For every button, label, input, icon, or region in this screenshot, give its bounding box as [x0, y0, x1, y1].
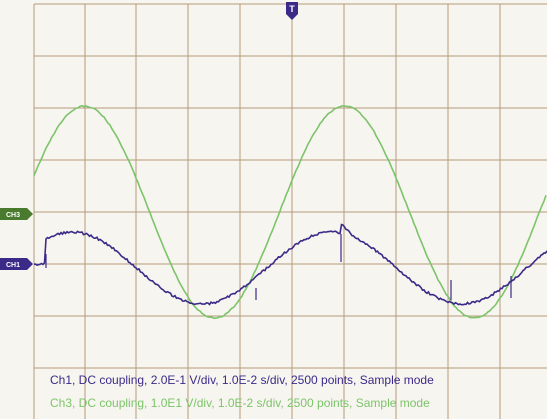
- trigger-marker[interactable]: T: [286, 2, 298, 20]
- ch3-marker[interactable]: CH3: [0, 208, 33, 220]
- ch3-marker-label: CH3: [6, 212, 20, 219]
- ch1-marker-label: CH1: [6, 262, 20, 269]
- channel-markers[interactable]: T CH3 CH1: [0, 2, 298, 270]
- ch3-settings-caption: Ch3, DC coupling, 1.0E1 V/div, 1.0E-2 s/…: [50, 396, 430, 410]
- ch1-waveform: [34, 225, 547, 305]
- ch1-settings-caption: Ch1, DC coupling, 2.0E-1 V/div, 1.0E-2 s…: [50, 373, 434, 387]
- graticule-grid: [34, 4, 547, 419]
- ch1-marker[interactable]: CH1: [0, 258, 33, 270]
- trigger-label: T: [289, 4, 295, 14]
